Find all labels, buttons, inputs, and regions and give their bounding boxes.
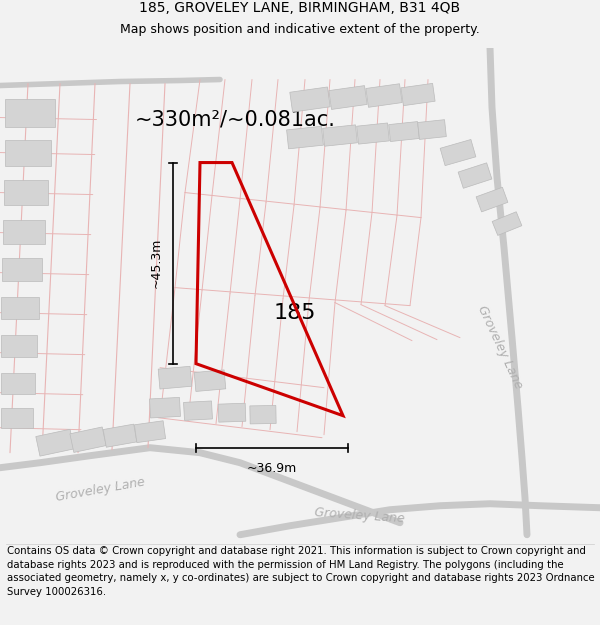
Polygon shape	[70, 427, 106, 452]
Polygon shape	[1, 373, 35, 394]
Polygon shape	[134, 421, 166, 442]
Polygon shape	[103, 424, 137, 448]
Polygon shape	[290, 87, 330, 112]
Polygon shape	[389, 122, 419, 141]
Polygon shape	[184, 401, 212, 421]
Polygon shape	[218, 403, 246, 422]
Polygon shape	[5, 139, 51, 166]
Text: Groveley Lane: Groveley Lane	[55, 476, 146, 504]
Polygon shape	[492, 212, 522, 236]
Text: 185, GROVELEY LANE, BIRMINGHAM, B31 4QB: 185, GROVELEY LANE, BIRMINGHAM, B31 4QB	[139, 1, 461, 15]
Text: Groveley Lane: Groveley Lane	[475, 304, 525, 391]
Polygon shape	[287, 126, 323, 149]
Polygon shape	[194, 370, 226, 391]
Polygon shape	[458, 163, 492, 188]
Text: Contains OS data © Crown copyright and database right 2021. This information is : Contains OS data © Crown copyright and d…	[7, 546, 595, 597]
Polygon shape	[323, 125, 358, 146]
Polygon shape	[158, 366, 192, 389]
Polygon shape	[476, 188, 508, 212]
Polygon shape	[149, 398, 181, 418]
Polygon shape	[2, 258, 42, 281]
Polygon shape	[250, 406, 276, 424]
Text: 185: 185	[274, 302, 316, 322]
Text: ~45.3m: ~45.3m	[150, 238, 163, 288]
Polygon shape	[418, 119, 446, 139]
Polygon shape	[329, 86, 367, 109]
Polygon shape	[366, 84, 402, 107]
Text: ~36.9m: ~36.9m	[247, 462, 297, 475]
Polygon shape	[1, 297, 39, 319]
Polygon shape	[36, 429, 74, 456]
Text: Map shows position and indicative extent of the property.: Map shows position and indicative extent…	[120, 22, 480, 36]
Text: Groveley Lane: Groveley Lane	[314, 506, 406, 526]
Polygon shape	[440, 139, 476, 166]
Polygon shape	[401, 83, 435, 106]
Polygon shape	[1, 408, 33, 428]
Polygon shape	[5, 99, 55, 126]
Polygon shape	[3, 219, 45, 244]
Text: ~330m²/~0.081ac.: ~330m²/~0.081ac.	[135, 109, 336, 129]
Polygon shape	[4, 180, 48, 205]
Polygon shape	[1, 334, 37, 357]
Polygon shape	[356, 123, 389, 144]
